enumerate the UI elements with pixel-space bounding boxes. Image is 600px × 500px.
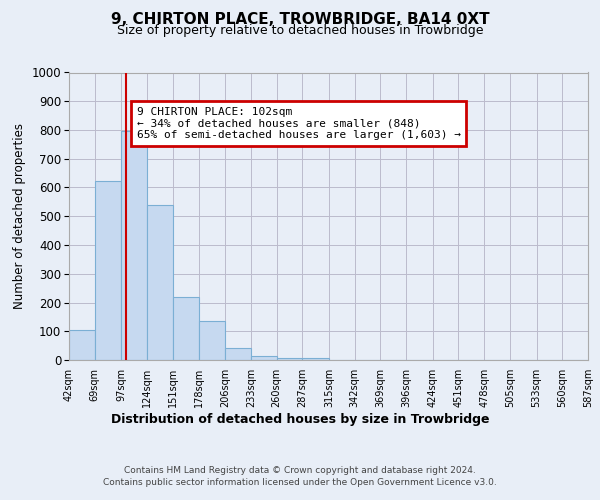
Y-axis label: Number of detached properties: Number of detached properties (13, 123, 26, 309)
Text: 9, CHIRTON PLACE, TROWBRIDGE, BA14 0XT: 9, CHIRTON PLACE, TROWBRIDGE, BA14 0XT (110, 12, 490, 28)
Text: Size of property relative to detached houses in Trowbridge: Size of property relative to detached ho… (117, 24, 483, 37)
Text: Contains public sector information licensed under the Open Government Licence v3: Contains public sector information licen… (103, 478, 497, 487)
Bar (173, 296, 199, 360)
Text: Contains HM Land Registry data © Crown copyright and database right 2024.: Contains HM Land Registry data © Crown c… (124, 466, 476, 475)
Bar (147, 205, 173, 360)
Bar (95, 181, 121, 360)
Bar (69, 330, 95, 360)
Text: 9 CHIRTON PLACE: 102sqm
← 34% of detached houses are smaller (848)
65% of semi-d: 9 CHIRTON PLACE: 102sqm ← 34% of detache… (137, 107, 461, 140)
Bar (199, 321, 225, 360)
Bar (225, 348, 251, 360)
Bar (302, 358, 329, 360)
Text: Distribution of detached houses by size in Trowbridge: Distribution of detached houses by size … (111, 412, 489, 426)
Bar (121, 132, 147, 360)
Bar (251, 356, 277, 360)
Bar (277, 358, 302, 360)
